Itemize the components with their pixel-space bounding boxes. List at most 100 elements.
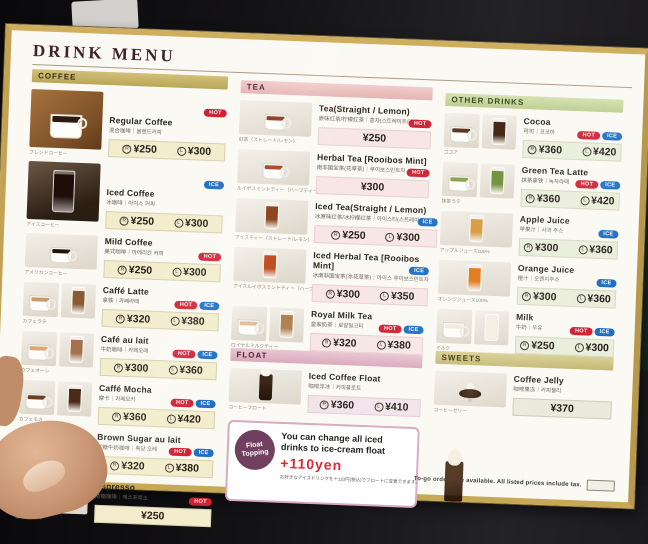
hot-badge: HOT	[189, 497, 212, 507]
ice-badge: ICE	[193, 448, 214, 458]
price-amount: ¥410	[384, 400, 409, 414]
menu-item: アップルジュース100% Apple Juice 苹果汁｜사과 주스 ICE R ¥300…	[439, 210, 619, 260]
iced-glass-graphic	[51, 169, 76, 213]
mug-liquid	[29, 346, 48, 351]
size-circle-r: R	[523, 242, 534, 252]
item-price-bar: R ¥250 L ¥300	[313, 224, 438, 248]
item-photo	[268, 307, 305, 343]
price-value: R ¥300	[521, 290, 557, 303]
item-photos	[443, 112, 517, 150]
size-circle-r: R	[111, 411, 122, 422]
coffee-mug-graphic	[264, 113, 287, 131]
promo-badge-line: Topping	[241, 448, 270, 459]
item-photo-block: アップルジュース100%	[439, 210, 514, 256]
menu-item: ルイボスミントティー（ハーブティー） Herbal Tea [Rooibos Mi…	[237, 149, 430, 199]
glass-liquid	[71, 290, 85, 314]
item-info: Cocoa 可可｜코코아 HOT ICE R ¥360 L ¥420	[515, 116, 623, 162]
item-info: Regular Coffee 混合咖啡｜블렌드커피 HOT R ¥250 L ¥300	[101, 92, 227, 162]
price-value: L ¥410	[373, 400, 409, 414]
price-value: R ¥300	[325, 287, 360, 301]
item-photo-block: アイスコーヒー	[26, 160, 101, 229]
menu-item: 抹茶ラテ Green Tea Latte 抹茶拿铁｜녹차라떼 HOT ICE R ¥360 L…	[441, 161, 621, 211]
size-circle-l: L	[171, 267, 182, 277]
price-value: R ¥360	[525, 192, 560, 205]
hot-badge: HOT	[378, 324, 402, 334]
float-glass-graphic	[258, 373, 273, 401]
menu-item: ココア Cocoa 可可｜코코아 HOT ICE R ¥360 L ¥420	[443, 112, 623, 162]
size-circle-r: R	[521, 291, 532, 301]
price-amount: ¥320	[332, 336, 357, 350]
item-photos	[439, 210, 514, 248]
price-amount: ¥300	[184, 217, 209, 230]
item-price-bar: R ¥360 L ¥420	[97, 406, 216, 430]
price-value: L ¥420	[579, 194, 615, 208]
coffee-mug-graphic	[49, 113, 83, 139]
item-photos	[29, 89, 104, 150]
price-amount: ¥250	[530, 339, 555, 353]
iced-glass-graphic	[491, 117, 507, 146]
item-photo-caption: アメリカンコーヒー	[24, 270, 68, 277]
price-value: L ¥350	[379, 289, 415, 303]
item-photo-caption: コーヒーフロート	[228, 405, 267, 412]
menu-item: ブレンドコーヒー Regular Coffee 混合咖啡｜블렌드커피 HOT R ¥250…	[28, 89, 227, 162]
price-value: ¥250	[141, 510, 165, 523]
item-photo-caption: 抹茶ラテ	[441, 199, 461, 205]
jelly-bowl	[458, 388, 482, 399]
promo-price: +110yen	[280, 454, 343, 474]
item-price-bar: R ¥250 L ¥300	[514, 335, 615, 358]
item-badges: HOT ICE	[378, 324, 424, 335]
price-amount: ¥250	[140, 509, 165, 523]
item-price-bar: R ¥320 L ¥380	[101, 308, 220, 332]
size-circle-r: R	[117, 264, 127, 275]
iced-glass-graphic	[467, 263, 483, 292]
item-badges: HOT	[198, 252, 222, 262]
size-circle-l: L	[385, 232, 395, 242]
promo-note-jp: お好きなアイスドリンクを＋110円(税込)でフロートに変更できます。	[279, 474, 420, 486]
price-amount: ¥360	[122, 410, 147, 424]
price-value: L ¥360	[576, 292, 611, 305]
price-amount: ¥420	[590, 194, 615, 208]
item-photos	[436, 308, 510, 346]
item-info: Tea(Straight / Lemon) 原味红茶/柠檬红茶｜홍차(스트레이트/…	[311, 103, 433, 150]
item-info: Iced Herbal Tea [Rooibos Mint] 冰南非国宝茶(冰花草…	[305, 250, 430, 307]
item-photos	[238, 100, 313, 137]
iced-glass-graphic	[468, 214, 485, 243]
price-amount: ¥300	[396, 231, 421, 245]
size-circle-l: L	[579, 195, 590, 206]
item-photo-caption: コーヒーゼリー	[433, 408, 468, 415]
mug-liquid	[27, 395, 47, 400]
promo-softserve-photo	[440, 437, 468, 502]
item-photos	[24, 232, 98, 270]
glass-liquid	[52, 173, 75, 212]
iced-glass-graphic	[66, 384, 82, 413]
price-amount: ¥350	[390, 289, 415, 303]
item-badges: HOT	[408, 119, 432, 129]
hot-badge: HOT	[170, 398, 194, 408]
item-photo	[479, 163, 515, 199]
menu-item: ミルク Milk 牛奶｜우유 HOT ICE R ¥250 L ¥300	[436, 308, 615, 358]
price-amount: ¥420	[177, 412, 202, 426]
size-circle-r: R	[325, 288, 335, 299]
item-badges: HOT	[204, 108, 227, 118]
item-info: Iced Coffee 冰咖啡｜아이스 커피 ICE R ¥250 L ¥300	[98, 164, 225, 234]
item-photo-caption: アイスティー（ストレート/レモン）	[234, 235, 313, 244]
price-value: L ¥420	[166, 412, 202, 426]
iced-glass-graphic	[489, 166, 505, 195]
item-badges: ICE	[596, 278, 617, 288]
thumb-nail	[18, 454, 70, 498]
menu-content: DRINK MENU COFFEE ブレンドコーヒー Regular Coffee 混…	[0, 30, 645, 528]
item-photo	[481, 114, 517, 150]
item-photo-block: オレンジジュース100%	[438, 259, 512, 305]
size-circle-r: R	[321, 337, 332, 348]
price-value: L ¥380	[170, 315, 205, 328]
item-photo	[439, 210, 514, 248]
coffee-mug-graphic	[27, 344, 50, 361]
item-photo-block: ココア	[443, 112, 517, 158]
item-price-bar: R ¥320 L ¥380	[95, 455, 214, 479]
price-amount: ¥250	[133, 142, 158, 156]
item-photo	[58, 332, 95, 368]
price-value: R ¥250	[520, 339, 555, 352]
item-photo-caption: ブレンドコーヒー	[28, 150, 68, 157]
item-photo-block: ロイヤルミルクティー	[231, 305, 305, 351]
item-photo	[56, 381, 93, 417]
